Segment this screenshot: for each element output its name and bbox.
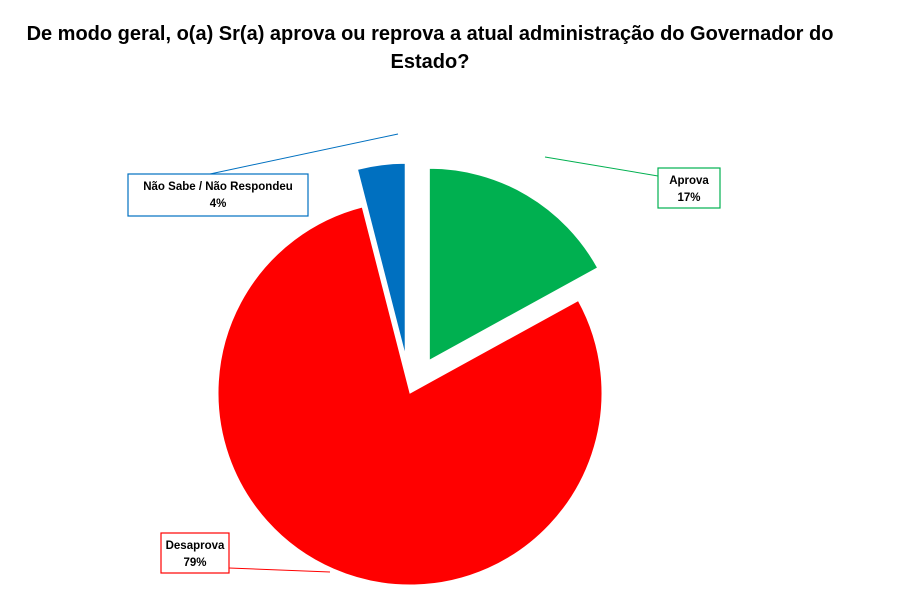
leader-line-desaprova	[228, 567, 331, 573]
pie-slice-nao-sabe-nao-respondeu	[356, 162, 406, 356]
data-label-name-desaprova: Desaprova	[166, 540, 225, 552]
pie-slices	[217, 162, 603, 586]
pie-slice-aprova	[428, 167, 599, 362]
data-label-box-desaprova	[160, 532, 230, 574]
leader-line-aprova	[544, 156, 659, 177]
pie-slice-desaprova	[217, 206, 603, 586]
leader-line-nao-sabe-nao-respondeu	[209, 133, 399, 175]
data-label-value-nao-sabe-nao-respondeu: 4%	[210, 198, 227, 210]
pie-labels: Aprova 17% Desaprova 79% Não Sabe / Não Resp…	[127, 133, 721, 574]
data-label-name-aprova: Aprova	[669, 175, 709, 187]
data-label-box-aprova	[657, 167, 721, 209]
data-label-box-nao-sabe-nao-respondeu	[127, 173, 309, 217]
data-label-name-nao-sabe-nao-respondeu: Não Sabe / Não Respondeu	[143, 181, 293, 193]
data-label-value-desaprova: 79%	[183, 557, 206, 569]
chart-title: De modo geral, o(a) Sr(a) aprova ou repr…	[26, 23, 834, 73]
data-label-value-aprova: 17%	[677, 192, 700, 204]
